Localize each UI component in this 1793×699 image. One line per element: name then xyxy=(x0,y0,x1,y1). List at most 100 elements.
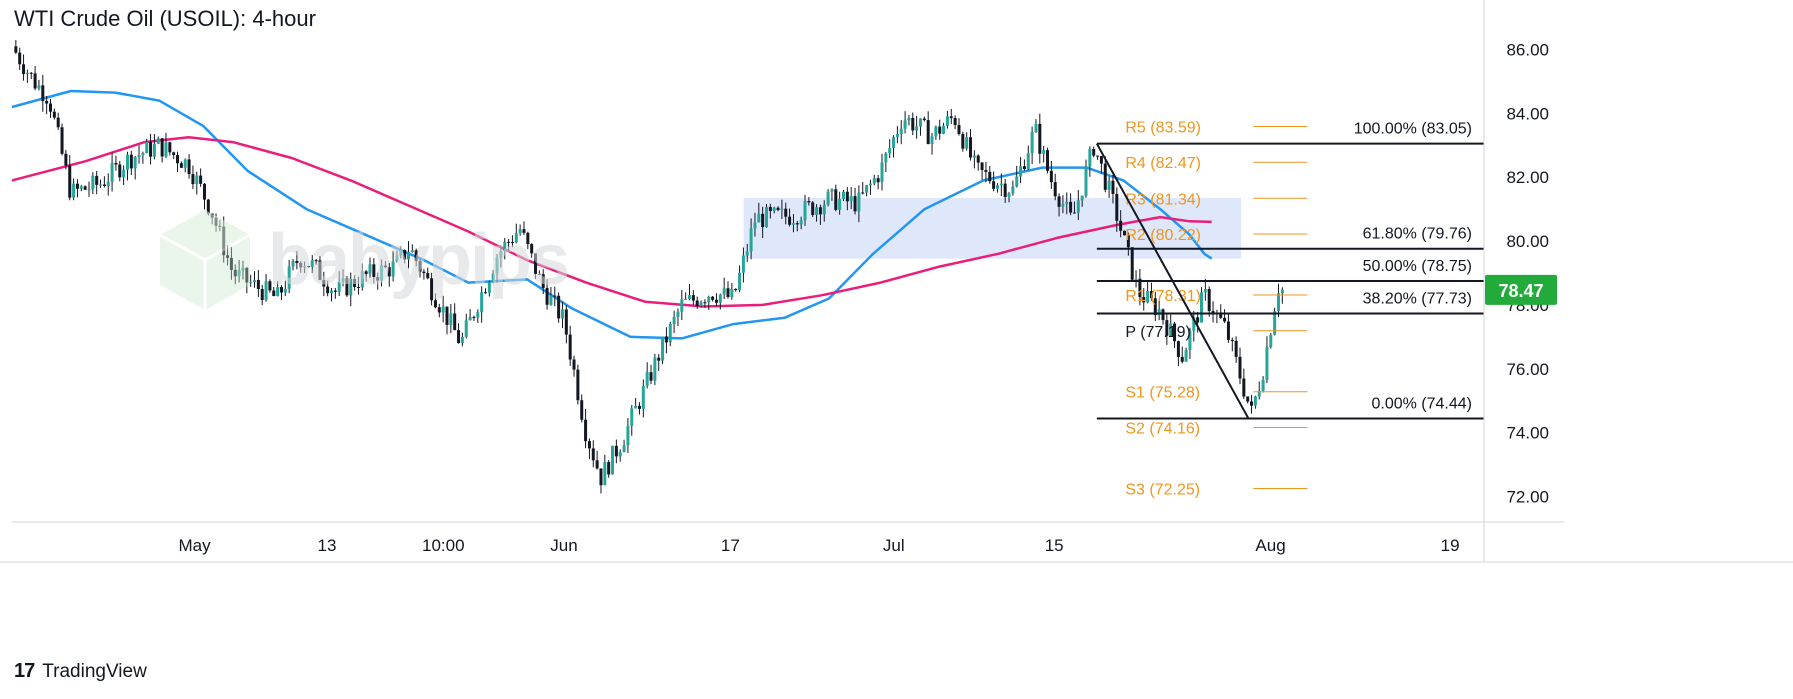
candle-body xyxy=(202,183,206,200)
candle-body xyxy=(560,309,564,319)
candle-body xyxy=(1030,132,1034,154)
candle-body xyxy=(587,441,591,449)
candle-body xyxy=(768,206,772,212)
candle-body xyxy=(476,312,480,318)
candle-body xyxy=(125,154,129,170)
x-tick-label: 17 xyxy=(721,536,740,555)
candle-body xyxy=(576,369,580,401)
candle-body xyxy=(272,290,276,297)
candle-body xyxy=(795,223,799,225)
candle-body xyxy=(784,208,788,217)
candle-body xyxy=(915,126,919,131)
x-tick-label: Jun xyxy=(550,536,577,555)
candle-body xyxy=(72,183,76,198)
candle-body xyxy=(137,155,141,158)
candle-body xyxy=(1076,200,1080,213)
candle-body xyxy=(853,196,857,212)
y-tick-label: 86.00 xyxy=(1506,41,1549,60)
candle-body xyxy=(360,271,364,288)
candle-body xyxy=(249,282,253,284)
y-tick-label: 74.00 xyxy=(1506,424,1549,443)
candle-body xyxy=(949,116,953,119)
candle-body xyxy=(745,251,749,256)
candle-body xyxy=(1153,298,1157,315)
candle-body xyxy=(1196,317,1200,323)
candle-body xyxy=(657,357,661,361)
candle-body xyxy=(480,292,484,313)
candle-body xyxy=(711,296,715,300)
watermark: babypips xyxy=(150,205,570,315)
candle-body xyxy=(14,46,18,53)
babypips-cube-icon xyxy=(159,210,251,310)
candle-body xyxy=(1184,349,1188,362)
fib-level-label: 50.00% (78.75) xyxy=(1363,258,1472,275)
candle-body xyxy=(1276,293,1280,312)
candle-body xyxy=(765,206,769,228)
candle-body xyxy=(1269,334,1273,348)
candle-body xyxy=(815,207,819,216)
candle-body xyxy=(641,385,645,409)
candle-body xyxy=(930,136,934,145)
candle-body xyxy=(653,357,657,381)
candle-body xyxy=(1061,204,1065,207)
x-tick-label: Aug xyxy=(1255,536,1285,555)
candle-body xyxy=(1080,195,1084,201)
candle-body xyxy=(584,419,588,442)
candle-body xyxy=(1107,180,1111,190)
candle-body xyxy=(264,281,268,301)
candle-body xyxy=(1007,193,1011,197)
candle-body xyxy=(518,229,522,234)
candle-body xyxy=(965,137,969,149)
candle-body xyxy=(776,207,780,211)
candle-body xyxy=(953,118,957,126)
candle-body xyxy=(468,316,472,321)
candle-body xyxy=(526,232,530,244)
candle-body xyxy=(353,279,357,287)
candle-body xyxy=(1207,289,1211,312)
candle-body xyxy=(826,191,830,205)
chart-title: WTI Crude Oil (USOIL): 4-hour xyxy=(14,6,316,31)
y-tick-label: 72.00 xyxy=(1506,487,1549,506)
candle-body xyxy=(156,138,160,144)
candle-body xyxy=(418,260,422,272)
candle-body xyxy=(183,159,187,168)
candle-body xyxy=(807,200,811,203)
candle-body xyxy=(1142,297,1146,303)
candle-body xyxy=(487,282,491,293)
candle-body xyxy=(68,165,72,198)
fibonacci-layer: 100.00% (83.05) 61.80% (79.76) 50.00% (78.… xyxy=(1095,121,1484,420)
candle-body xyxy=(314,260,318,262)
candle-body xyxy=(614,445,618,457)
footer-branding[interactable]: 17 TradingView xyxy=(14,660,147,683)
candle-body xyxy=(414,250,418,261)
candle-body xyxy=(895,133,899,138)
candle-body xyxy=(1253,396,1257,406)
candle-body xyxy=(95,175,99,185)
candle-body xyxy=(988,171,992,182)
candle-body xyxy=(122,169,126,178)
candle-body xyxy=(865,185,869,193)
candle-body xyxy=(918,118,922,127)
tradingview-logo-icon: 17 xyxy=(14,660,35,682)
candle-body xyxy=(199,175,203,184)
candle-body xyxy=(664,336,668,343)
candle-body xyxy=(1146,291,1150,303)
pivot-label: R3 (81.34) xyxy=(1125,191,1201,208)
candle-body xyxy=(306,266,310,268)
candle-body xyxy=(969,137,973,158)
candle-body xyxy=(818,207,822,215)
candle-body xyxy=(649,372,653,381)
candle-body xyxy=(699,302,703,307)
candle-body xyxy=(522,229,526,233)
candle-body xyxy=(999,183,1003,186)
pivot-label: R5 (83.59) xyxy=(1125,119,1201,136)
candle-body xyxy=(79,186,83,189)
candle-body xyxy=(1242,378,1246,397)
candle-body xyxy=(45,100,49,104)
candle-body xyxy=(376,277,380,281)
candle-body xyxy=(1119,220,1123,231)
x-tick-label: 10:00 xyxy=(422,536,465,555)
candle-body xyxy=(106,181,110,186)
